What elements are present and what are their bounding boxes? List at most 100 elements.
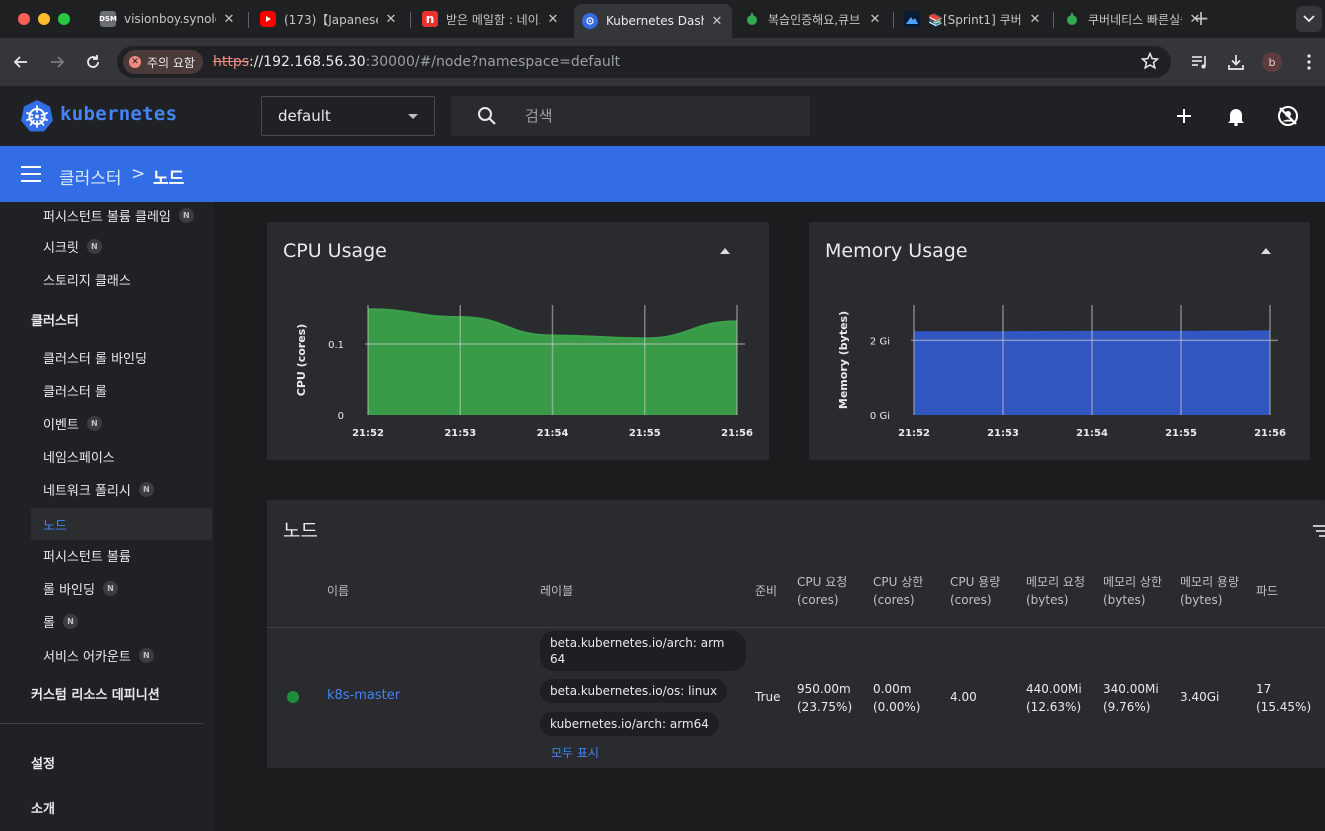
column-header-memory-limits[interactable]: 메모리 상한 (bytes) <box>1103 575 1163 607</box>
sidebar-section-label: 소개 <box>31 801 55 817</box>
sidebar-item-cluster-role-bindings[interactable]: 클러스터 롤 바인딩 <box>43 344 147 370</box>
close-tab-icon[interactable]: ✕ <box>385 11 397 27</box>
node-name-link[interactable]: k8s-master <box>327 688 401 703</box>
sidebar-section-label: 클러스터 <box>31 313 79 329</box>
chart-x-tick-label: 21:53 <box>444 428 476 439</box>
sidebar-item-label: 노드 <box>43 518 67 534</box>
browser-tab-active[interactable]: Kubernetes Dashboard ✕ <box>574 4 732 38</box>
create-resource-button[interactable] <box>1172 104 1196 128</box>
warning-icon: ✕ <box>129 56 141 68</box>
chart-x-tick-label: 21:54 <box>1076 428 1108 439</box>
sidebar-section-settings[interactable]: 설정 <box>31 749 55 775</box>
close-tab-icon[interactable]: ✕ <box>869 11 881 27</box>
browser-tab[interactable]: (173)【Japanese ✕ <box>252 4 406 34</box>
filter-icon[interactable] <box>1313 525 1325 537</box>
sidebar-item-persistent-volume-claims[interactable]: 퍼시스턴트 볼륨 클레임 N <box>43 202 194 228</box>
sidebar-item-events[interactable]: 이벤트 N <box>43 410 102 436</box>
label-chip: beta.kubernetes.io/arch: arm 64 <box>540 631 746 671</box>
sidebar-section-custom-resource-definitions[interactable]: 커스텀 리소스 데피니션 <box>31 680 160 706</box>
mail-icon: n <box>422 11 438 27</box>
kubernetes-logo-icon[interactable] <box>20 99 54 133</box>
sidebar: 퍼시스턴트 볼륨 클레임 N 시크릿 N 스토리지 클래스 클러스터 클러스터 롤 … <box>0 202 214 831</box>
sidebar-item-label: 퍼시스턴트 볼륨 클레임 <box>43 209 171 225</box>
bookmark-star-icon[interactable] <box>1140 51 1160 74</box>
column-header-memory-capacity[interactable]: 메모리 용량 (bytes) <box>1180 575 1240 607</box>
collapse-caret-icon[interactable] <box>1261 248 1271 254</box>
sidebar-item-nodes[interactable]: 노드 <box>31 508 212 540</box>
column-header-pods[interactable]: 파드 <box>1256 584 1279 598</box>
sidebar-item-persistent-volumes[interactable]: 퍼시스턴트 볼륨 <box>43 542 131 568</box>
sidebar-section-cluster[interactable]: 클러스터 <box>31 306 79 332</box>
close-tab-icon[interactable]: ✕ <box>711 13 723 29</box>
back-button[interactable] <box>9 50 33 74</box>
nodes-table-title: 노드 <box>283 520 318 542</box>
url-host: ://192.168.56.30 <box>249 54 366 70</box>
security-warning-chip[interactable]: ✕ 주의 요함 <box>123 50 203 74</box>
browser-tab[interactable]: 복습인증해요,큐브 ✕ <box>736 4 890 34</box>
media-control-icon[interactable] <box>1188 50 1212 74</box>
column-header-cpu-requests[interactable]: CPU 요청 (cores) <box>797 575 848 607</box>
close-tab-icon[interactable]: ✕ <box>1029 11 1041 27</box>
browser-menu-icon[interactable] <box>1297 50 1321 74</box>
namespaced-badge: N <box>178 207 194 223</box>
window-zoom-button[interactable] <box>58 13 70 25</box>
window-close-button[interactable] <box>18 13 30 25</box>
url-scheme: https <box>212 54 250 70</box>
sidebar-item-secrets[interactable]: 시크릿 N <box>43 233 102 259</box>
sidebar-item-label: 이벤트 <box>43 417 79 433</box>
column-header-name[interactable]: 이름 <box>327 584 350 598</box>
column-header-ready[interactable]: 준비 <box>755 584 778 598</box>
breadcrumb-separator: > <box>131 164 146 184</box>
namespaced-badge: N <box>138 647 154 663</box>
app-header: kubernetes default <box>0 86 1325 146</box>
close-tab-icon[interactable]: ✕ <box>223 11 235 27</box>
browser-tab[interactable]: n 받은 메일함 : 네이트 ✕ <box>414 4 568 34</box>
bell-icon <box>1228 109 1244 126</box>
chart-y-tick-label: 2 Gi <box>870 336 890 347</box>
menu-toggle-icon[interactable] <box>21 166 41 182</box>
collapse-caret-icon[interactable] <box>720 248 730 254</box>
sidebar-item-service-accounts[interactable]: 서비스 어카운트 N <box>43 642 154 668</box>
brand-name[interactable]: kubernetes <box>60 103 178 125</box>
memory-usage-chart: 0 Gi 2 Gi 21:52 21:53 21:54 21:55 21:56 Memory … <box>837 305 1286 439</box>
close-tab-icon[interactable]: ✕ <box>1189 11 1201 27</box>
sidebar-item-cluster-roles[interactable]: 클러스터 롤 <box>43 377 107 403</box>
window-minimize-button[interactable] <box>38 13 50 25</box>
new-tab-button[interactable]: + <box>1192 6 1210 30</box>
browser-tab[interactable]: 쿠버네티스 빠른실습 ✕ <box>1056 4 1210 34</box>
browser-tab[interactable]: 📚[Sprint1] 쿠버 ✕ <box>896 4 1050 34</box>
namespace-select[interactable]: default <box>261 96 435 136</box>
chart-y-tick-label: 0 Gi <box>870 411 890 422</box>
profile-avatar[interactable]: b <box>1262 52 1282 72</box>
column-header-memory-requests[interactable]: 메모리 요청 (bytes) <box>1026 575 1086 607</box>
forward-button[interactable] <box>45 50 69 74</box>
url-text[interactable]: https://192.168.56.30:30000/#/node?names… <box>213 54 620 70</box>
sidebar-item-label: 네임스페이스 <box>43 450 115 466</box>
show-all-labels-link[interactable]: 모두 표시 <box>551 746 599 760</box>
column-header-cpu-limits[interactable]: CPU 상한 (cores) <box>873 575 924 607</box>
logout-button[interactable] <box>1276 104 1300 128</box>
notifications-button[interactable] <box>1224 104 1248 128</box>
search-input[interactable] <box>525 107 785 125</box>
download-icon[interactable] <box>1224 50 1248 74</box>
close-tab-icon[interactable]: ✕ <box>547 11 559 27</box>
browser-tab[interactable]: DSM visionboy.synology ✕ <box>92 4 244 34</box>
account-off-icon <box>1278 106 1298 126</box>
breadcrumb-parent[interactable]: 클러스터 <box>59 169 122 189</box>
pods-value: 17 (15.45%) <box>1256 682 1312 714</box>
sidebar-section-about[interactable]: 소개 <box>31 794 55 820</box>
namespaced-badge: N <box>86 238 102 254</box>
address-bar[interactable]: ✕ 주의 요함 https://192.168.56.30:30000/#/no… <box>117 46 1171 78</box>
tab-title: 📚[Sprint1] 쿠버 <box>928 12 1022 27</box>
column-header-cpu-capacity[interactable]: CPU 용량 (cores) <box>950 575 1001 607</box>
sidebar-item-storage-classes[interactable]: 스토리지 클래스 <box>43 266 131 292</box>
tab-search-button[interactable] <box>1296 6 1322 32</box>
sidebar-item-network-policies[interactable]: 네트워크 폴리시 N <box>43 476 154 502</box>
sidebar-item-role-bindings[interactable]: 롤 바인딩 N <box>43 575 118 601</box>
reload-icon <box>87 55 99 68</box>
leaf-icon <box>744 11 760 27</box>
dsm-icon: DSM <box>99 11 117 27</box>
reload-button[interactable] <box>81 50 105 74</box>
sidebar-item-namespaces[interactable]: 네임스페이스 <box>43 443 115 469</box>
